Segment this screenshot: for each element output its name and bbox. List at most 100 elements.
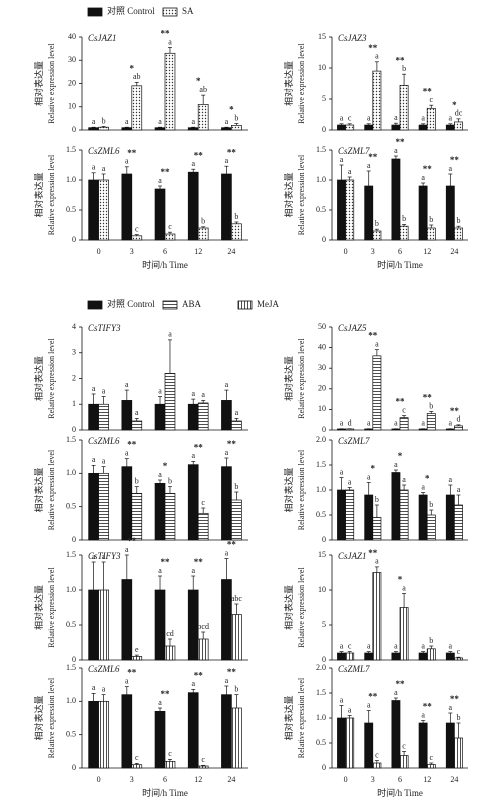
y-tick-label: 0.5 <box>316 205 326 214</box>
bar <box>197 402 209 431</box>
significance-star: ** <box>127 148 137 158</box>
x-tick-label: 3 <box>130 775 134 784</box>
significance-letter: a <box>394 419 398 428</box>
bar <box>231 420 242 431</box>
significance-letter: a <box>457 485 461 494</box>
significance-letter: b <box>234 212 238 221</box>
y-tick-label: 1.0 <box>66 175 76 184</box>
bar <box>399 85 409 131</box>
bar <box>391 158 401 241</box>
significance-star: ** <box>194 557 204 567</box>
significance-letter: c <box>429 95 433 104</box>
bar <box>454 504 463 541</box>
y-tick-label: 5 <box>322 620 326 629</box>
significance-star: * <box>452 100 457 110</box>
significance-star: ** <box>194 150 204 160</box>
y-tick-label: 1.5 <box>316 145 326 154</box>
bar <box>121 173 133 241</box>
significance-letter: a <box>125 380 129 389</box>
bar <box>221 579 232 661</box>
significance-letter: a <box>102 164 106 173</box>
y-tick-label: 0 <box>322 655 326 664</box>
significance-letter: a <box>340 641 344 650</box>
significance-letter: a <box>201 390 205 399</box>
significance-letter: a <box>225 448 229 457</box>
significance-letter: a <box>158 117 162 126</box>
significance-letter: a <box>449 419 453 428</box>
y-tick-label: 10 <box>318 585 326 594</box>
significance-letter: b <box>429 636 433 645</box>
y-tick-label: 4 <box>72 322 76 331</box>
significance-letter: a <box>348 167 352 176</box>
y-tick-label: 0 <box>322 535 326 544</box>
bar <box>345 124 355 131</box>
panel-title: CsZML6 <box>88 146 120 156</box>
significance-letter: a <box>92 683 96 692</box>
significance-letter: c <box>375 750 379 759</box>
bar <box>131 492 143 541</box>
significance-letter: a <box>421 710 425 719</box>
significance-letter: a <box>394 641 398 650</box>
significance-letter: a <box>158 176 162 185</box>
bar <box>399 607 409 661</box>
y-tick-label: 0 <box>72 763 76 772</box>
bar <box>131 420 143 431</box>
significance-letter: a <box>92 455 96 464</box>
bar <box>187 692 199 769</box>
bar <box>131 85 143 131</box>
bar <box>98 403 109 431</box>
bar <box>364 428 374 431</box>
significance-letter: a <box>449 164 453 173</box>
bar <box>88 127 99 131</box>
significance-star: ** <box>368 692 378 702</box>
bar <box>399 489 409 541</box>
bar <box>187 464 199 541</box>
significance-star: * <box>163 461 168 471</box>
significance-letter: a <box>158 470 162 479</box>
panel-title: CsJAZ1 <box>88 33 117 43</box>
significance-letter: a <box>340 419 344 428</box>
y-tick-label: 0 <box>322 235 326 244</box>
significance-letter: a <box>125 545 129 554</box>
y-label-cn: 相对表达量 <box>283 172 294 217</box>
significance-letter: b <box>375 219 379 228</box>
y-label-cn: 相对表达量 <box>33 172 44 217</box>
significance-letter: a <box>340 467 344 476</box>
bar <box>197 512 209 541</box>
y-label-en: Relative expression level <box>47 43 56 124</box>
y-label-en: Relative expression level <box>47 677 56 758</box>
y-tick-label: 1.5 <box>66 435 76 444</box>
bar <box>221 127 232 131</box>
y-tick-label: 0.5 <box>66 620 76 629</box>
y-label-en: Relative expression level <box>47 449 56 530</box>
bar <box>231 499 242 541</box>
significance-letter: a <box>125 448 129 457</box>
significance-letter: b <box>402 214 406 223</box>
significance-letter: a <box>102 684 106 693</box>
bar <box>426 107 436 131</box>
bar <box>88 472 99 541</box>
bar <box>391 428 401 431</box>
y-tick-label: 30 <box>68 55 76 64</box>
significance-letter: c <box>457 647 461 656</box>
significance-letter: c <box>168 222 172 231</box>
bar <box>231 614 242 661</box>
bar <box>98 126 109 131</box>
significance-letter: a <box>191 159 195 168</box>
bar <box>337 717 346 769</box>
significance-letter: c <box>348 114 352 123</box>
significance-star: ** <box>423 702 433 712</box>
bar <box>154 710 166 769</box>
x-tick-label: 3 <box>371 247 375 256</box>
significance-star: ** <box>396 397 406 407</box>
y-label-en: Relative expression level <box>297 567 306 648</box>
bar <box>88 700 99 769</box>
y-tick-label: 0 <box>322 763 326 772</box>
bar <box>454 657 463 661</box>
y-tick-label: 0.5 <box>66 729 76 738</box>
legend-swatch <box>162 300 178 310</box>
y-label-en: Relative expression level <box>297 449 306 530</box>
legend-label: SA <box>182 6 194 16</box>
bar <box>221 466 232 541</box>
